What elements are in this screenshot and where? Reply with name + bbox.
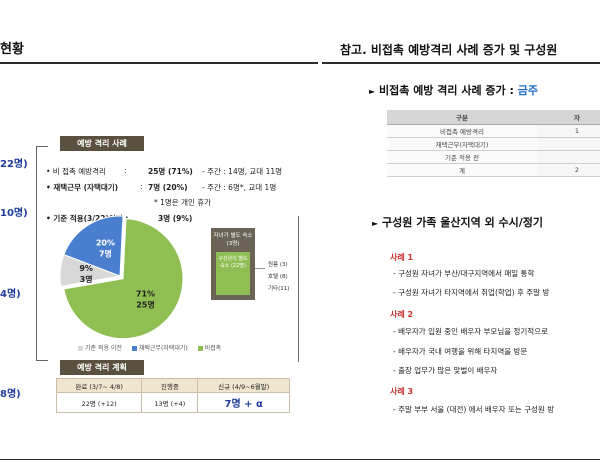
cases-summary: • 비 접촉 예방격리 : 25명 (71%) - 주간 : 14명, 교대 1… (46, 146, 302, 223)
case-line: - 배우자가 국내 여행을 위해 타지역을 방문 (393, 347, 528, 356)
stats-cell (537, 150, 600, 164)
cases-tag: 예방 격리 사례 (60, 136, 144, 151)
stats-cell: 2 (537, 163, 600, 177)
side-note-header: 자녀가 별도 숙소 (3명) (213, 233, 253, 247)
plan-header: 완료 (3/7~ 4/8) (55, 378, 143, 393)
pie-label-count: 25명 (136, 300, 155, 310)
pie-label-count: 3명 (80, 274, 93, 284)
stats-cell: 비접촉 예방격리 (387, 124, 537, 138)
stats-cell: 계 (387, 163, 537, 177)
case-detail: - 주간 : 6명*, 교대 1명 (202, 183, 277, 192)
bracket-line (36, 146, 48, 147)
top-rule-right (322, 62, 600, 64)
case-detail: - 주간 : 14명, 교대 11명 (202, 167, 283, 176)
legend-label: 재택근무(자택대기) (138, 345, 188, 352)
side-number: 22명) (0, 159, 28, 170)
legend-swatch (78, 346, 83, 351)
side-note-connector (255, 268, 265, 269)
legend-swatch (197, 346, 203, 351)
bracket-line (298, 216, 299, 362)
section-highlight: 금주 (517, 84, 538, 97)
right-slide-title: 참고. 비접촉 예방격리 사례 증가 및 구성원 (340, 43, 558, 57)
lodging-legend: 호텔 (8) (268, 274, 288, 280)
section-heading: ► 비접촉 예방 격리 사례 증가 : 금주 (369, 82, 538, 98)
case-title: 사례 3 (390, 387, 414, 396)
side-number: 8명) (0, 389, 21, 400)
case-colon: : (124, 166, 127, 175)
pie-label-pct: 71% (136, 290, 155, 299)
case-note: * 1명은 개인 휴가 (154, 198, 212, 207)
case-label: • 기준 적용(3/22)이전 : (46, 214, 129, 223)
plan-header: 진행중 (141, 378, 199, 393)
bullet-arrow: ► (372, 219, 379, 228)
side-note-box: 자녀가 별도 숙소 (3명) 구성원이 별도 숙소 (22명) (211, 228, 255, 300)
case-label: • 재택근무 (자택대기) (46, 183, 119, 192)
bottom-rule (0, 459, 600, 460)
pie-slice (63, 215, 124, 277)
left-slide-title: 현황 (0, 42, 24, 57)
bracket-line (36, 146, 37, 360)
side-number: 10명) (0, 208, 28, 219)
case-value: 7명 (20%) (148, 183, 188, 192)
pie-label-pct: 20% (96, 239, 115, 248)
side-number: 4명) (0, 289, 21, 300)
stats-header: 자 (537, 110, 600, 125)
case-title: 사례 1 (390, 253, 414, 262)
bullet-arrow: ► (369, 87, 376, 96)
pie-label-pct: 9% (79, 264, 93, 273)
plan-tag: 예방 격리 계획 (60, 360, 144, 375)
stats-cell: 재택근무(자택대기) (387, 137, 537, 151)
pie-chart: 71%25명 9%3명 20%7명 (59, 215, 184, 338)
case-line: - 출장 업무가 많은 맞벌이 배우자 (393, 366, 498, 375)
section-heading: ► 구성원 가족 울산지역 외 수시/정기 (372, 214, 543, 230)
plan-header: 신규 (4/9~6월말) (197, 378, 290, 393)
lodging-legend: 기타(11) (268, 286, 290, 292)
case-line: - 주말 부부 서울 (대전) 에서 배우자 또는 구성원 방 (393, 405, 555, 414)
plan-value: 22명 (+12) (55, 392, 143, 413)
plan-table: 완료 (3/7~ 4/8) 진행중 신규 (4/9~6월말) 22명 (+12)… (55, 378, 290, 413)
top-rule-left (0, 62, 318, 64)
pie-slice (63, 218, 184, 338)
bracket-line (36, 360, 48, 361)
case-value: 3명 (9%) (158, 214, 193, 223)
plan-value-new: 7명 + α (197, 392, 290, 413)
side-note-inner: 구성원이 별도 숙소 (22명) (216, 252, 250, 295)
case-line: - 배우자가 입원 중인 배우자 부모님을 정기적으로 (393, 327, 549, 336)
plan-value: 13명 (+4) (141, 392, 199, 413)
legend-label: 기준 적용 이전 (85, 345, 122, 352)
case-line: - 구성원 자녀가 부산/대구지역에서 매일 통학 (393, 269, 535, 278)
lodging-legend: 원룸 (3) (268, 262, 288, 268)
case-colon: : (140, 182, 143, 191)
legend-swatch (131, 346, 137, 351)
case-line: - 구성원 자녀가 타지역에서 취업(학업) 후 주말 방 (393, 288, 550, 297)
case-title: 사례 2 (390, 310, 414, 319)
case-label: • 비 접촉 예방격리 (46, 167, 106, 176)
stats-cell (537, 137, 600, 151)
stats-header: 구분 (387, 110, 537, 125)
pie-label-count: 7명 (99, 249, 112, 259)
stats-cell: 1 (537, 124, 600, 138)
pie-legend: 기준 적용 이전 재택근무(자택대기) 비접촉 (78, 343, 221, 352)
section-text: 구성원 가족 울산지역 외 수시/정기 (382, 216, 544, 229)
legend-label: 비접촉 (204, 345, 222, 352)
stats-cell: 기준 적용 전 (387, 150, 537, 164)
section-text: 비접촉 예방 격리 사례 증가 : (379, 84, 518, 97)
case-value: 25명 (71%) (148, 167, 193, 176)
